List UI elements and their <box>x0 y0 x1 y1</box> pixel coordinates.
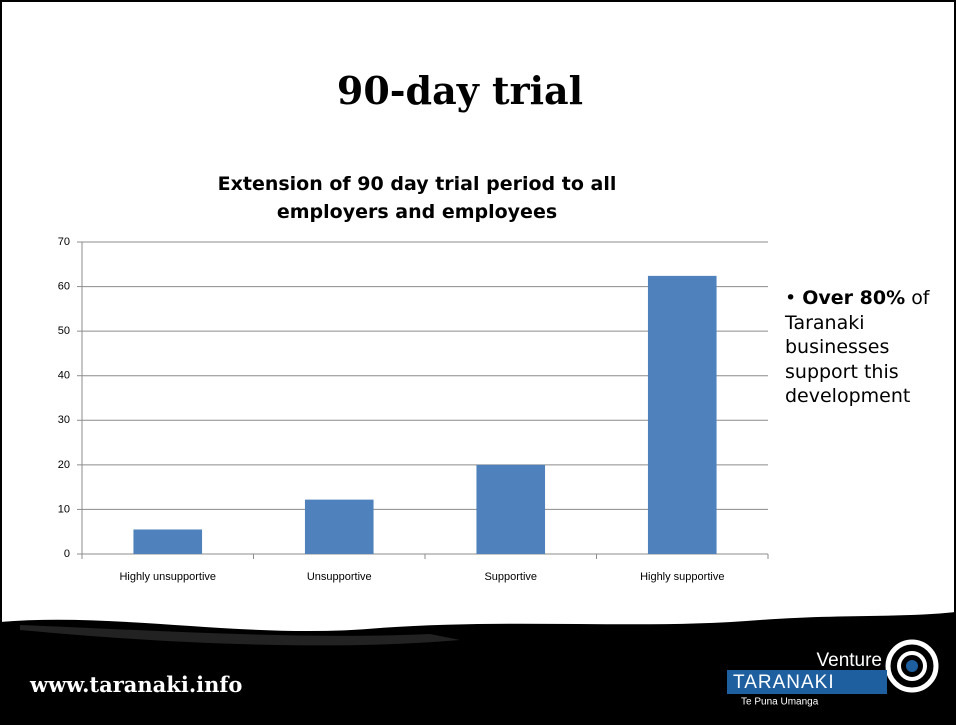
logo-swirl <box>897 651 927 681</box>
y-tick-label: 20 <box>58 459 70 471</box>
bar <box>476 464 546 554</box>
logo: Venture TARANAKI Te Puna Umanga <box>727 639 939 708</box>
logo-top: Venture <box>817 650 883 671</box>
x-tick-label: Highly unsupportive <box>119 571 216 583</box>
y-tick-label: 60 <box>58 280 70 292</box>
bullet: • Over 80% of Taranaki businesses suppor… <box>785 287 930 407</box>
bullet-bold: Over 80% <box>802 287 906 309</box>
y-tick-label: 70 <box>58 236 70 248</box>
chart-title: Extension of 90 day trial period to all … <box>217 173 617 223</box>
y-tick-label: 30 <box>58 414 70 426</box>
logo-swirl <box>885 639 939 693</box>
y-tick-label: 10 <box>58 503 70 515</box>
footer-url: www.taranaki.info <box>30 672 243 697</box>
logo-main: TARANAKI <box>733 672 835 693</box>
y-tick-label: 40 <box>58 370 70 382</box>
footer-band <box>0 612 956 725</box>
y-tick-label: 50 <box>58 325 70 337</box>
slide-title: 90-day trial <box>336 68 584 113</box>
bar <box>647 275 717 554</box>
logo-swirl <box>906 660 918 672</box>
bar <box>304 499 374 554</box>
bullet-text: of Taranaki businesses support this deve… <box>785 287 930 407</box>
logo-box <box>727 670 887 694</box>
bar <box>133 529 203 554</box>
brush-stroke <box>20 625 460 646</box>
x-tick-label: Highly supportive <box>640 571 724 583</box>
logo-sub: Te Puna Umanga <box>741 697 819 708</box>
y-tick-label: 0 <box>64 548 70 560</box>
x-tick-label: Supportive <box>484 571 537 583</box>
x-tick-label: Unsupportive <box>307 571 372 583</box>
